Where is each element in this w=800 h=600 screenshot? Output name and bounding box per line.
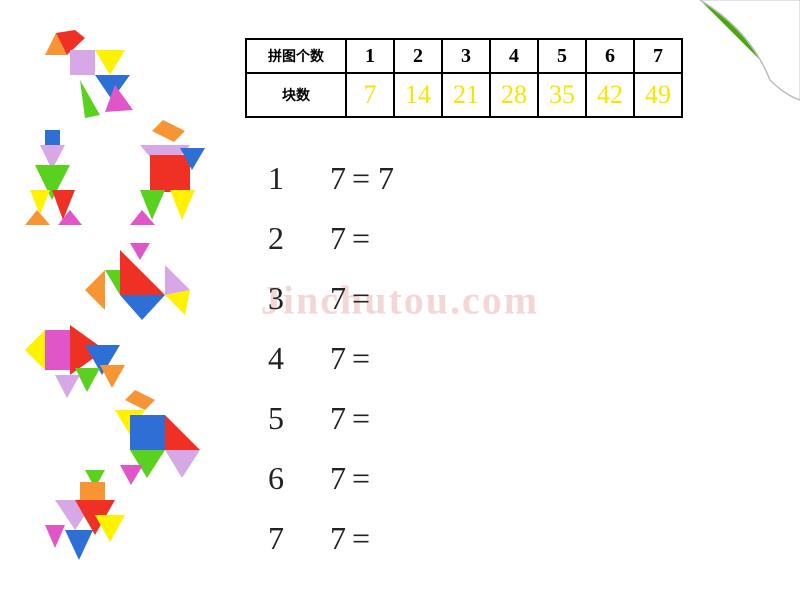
equation-4: 4 7 = [268,328,394,388]
table-col-1: 1 [346,39,394,73]
equation-2: 2 7 = [268,208,394,268]
page-corner-fold [690,0,800,110]
figure-person-left [20,130,100,240]
eq4-b: 7 [330,340,352,377]
figure-fish [80,235,220,325]
eq6-a: 6 [268,460,298,497]
eq3-b: 7 [330,280,352,317]
eq5-a: 5 [268,400,298,437]
table-val-7: 49 [634,73,682,117]
eq5-b: 7 [330,400,352,437]
equations-list: 1 7 = 7 2 7 = 3 7 = 4 7 = 5 7 = 6 7 = 7 … [268,148,394,568]
equation-3: 3 7 = [268,268,394,328]
eq6-b: 7 [330,460,352,497]
table-val-5: 35 [538,73,586,117]
table-col-4: 4 [490,39,538,73]
eq6-rhs: = [352,460,370,497]
table-col-2: 2 [394,39,442,73]
table-col-6: 6 [586,39,634,73]
table-col-3: 3 [442,39,490,73]
eq1-rhs: = 7 [352,160,394,197]
table-val-2: 14 [394,73,442,117]
figure-rooster [35,470,140,570]
eq4-rhs: = [352,340,370,377]
eq2-a: 2 [268,220,298,257]
table-val-1: 7 [346,73,394,117]
eq1-b: 7 [330,160,352,197]
eq4-a: 4 [268,340,298,377]
eq3-rhs: = [352,280,370,317]
eq2-b: 7 [330,220,352,257]
figure-person-right [125,120,220,235]
table-val-6: 42 [586,73,634,117]
eq1-a: 1 [268,160,298,197]
count-table: 拼图个数 1 2 3 4 5 6 7 块数 7 14 21 28 35 42 4… [245,38,683,118]
tangram-gallery [20,30,230,570]
eq7-b: 7 [330,520,352,557]
table-val-4: 28 [490,73,538,117]
eq5-rhs: = [352,400,370,437]
header-label-pieces: 块数 [246,73,346,117]
equation-6: 6 7 = [268,448,394,508]
eq3-a: 3 [268,280,298,317]
table-col-7: 7 [634,39,682,73]
table-col-5: 5 [538,39,586,73]
table-value-row: 块数 7 14 21 28 35 42 49 [246,73,682,117]
table-val-3: 21 [442,73,490,117]
table-header-row: 拼图个数 1 2 3 4 5 6 7 [246,39,682,73]
eq7-rhs: = [352,520,370,557]
header-label-figures: 拼图个数 [246,39,346,73]
equation-7: 7 7 = [268,508,394,568]
eq2-rhs: = [352,220,370,257]
figure-camel [45,30,155,120]
equation-5: 5 7 = [268,388,394,448]
eq7-a: 7 [268,520,298,557]
equation-1: 1 7 = 7 [268,148,394,208]
